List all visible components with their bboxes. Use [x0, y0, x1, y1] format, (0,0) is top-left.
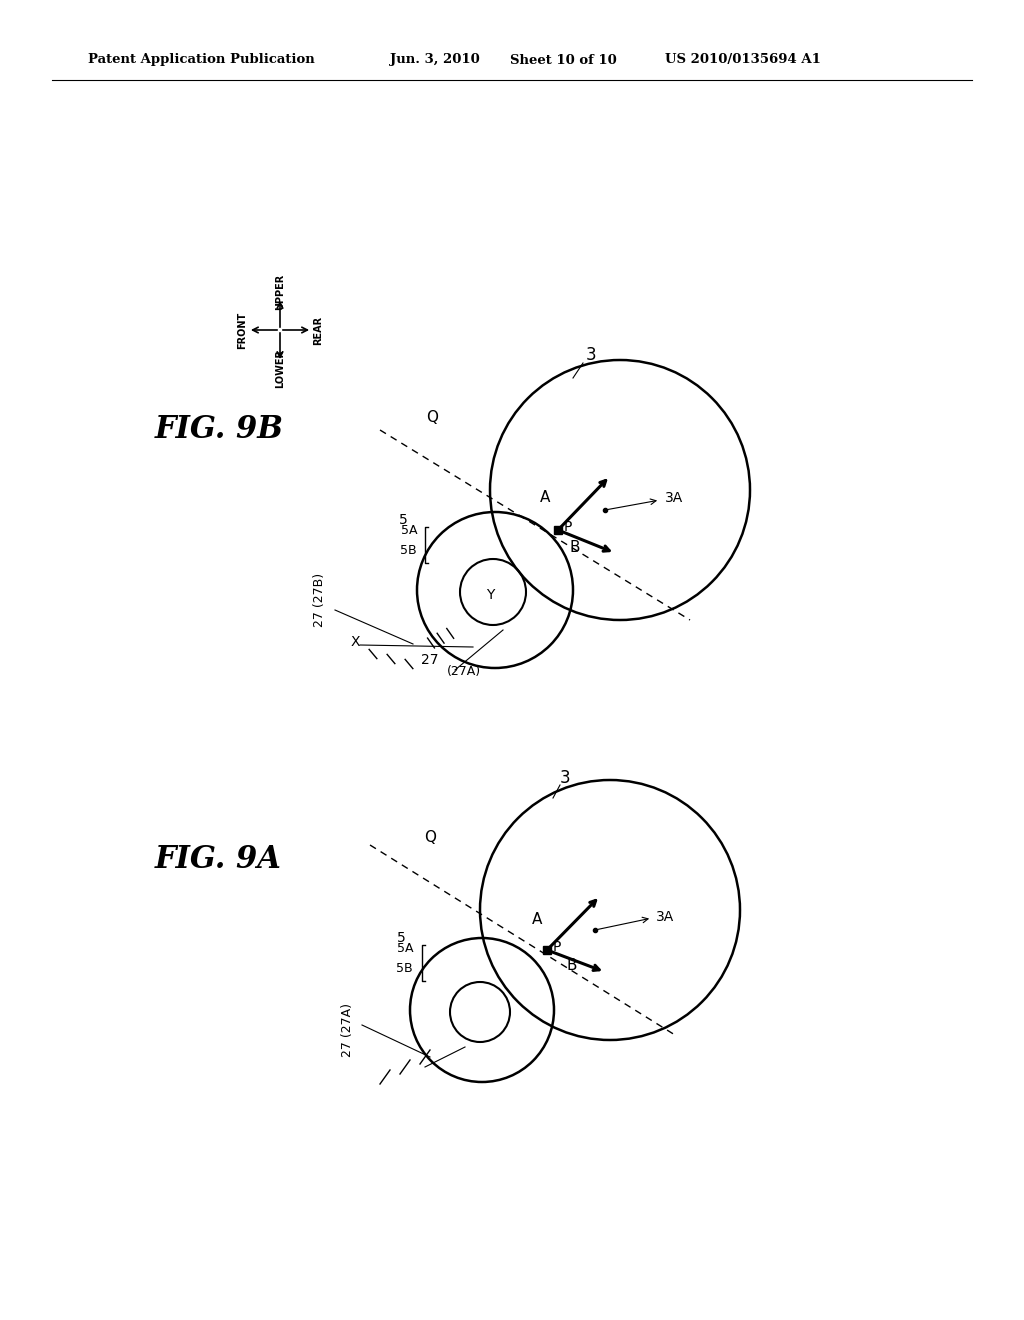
Text: A: A	[531, 912, 542, 928]
Text: (27A): (27A)	[447, 665, 481, 678]
Text: FRONT: FRONT	[237, 312, 247, 348]
Text: 5A: 5A	[400, 524, 417, 536]
Text: LOWER: LOWER	[275, 348, 285, 388]
Text: B: B	[566, 957, 578, 973]
Text: FIG. 9B: FIG. 9B	[155, 414, 284, 446]
Text: 3A: 3A	[665, 491, 683, 506]
Text: 27 (27A): 27 (27A)	[341, 1003, 354, 1057]
Text: FIG. 9A: FIG. 9A	[155, 845, 282, 875]
Text: A: A	[540, 490, 550, 504]
Text: Q: Q	[424, 830, 436, 846]
Text: 5A: 5A	[396, 941, 413, 954]
Text: REAR: REAR	[313, 315, 323, 345]
Text: 5B: 5B	[396, 961, 413, 974]
Text: Y: Y	[485, 587, 495, 602]
Text: 5: 5	[397, 931, 406, 945]
Text: 27 (27B): 27 (27B)	[313, 573, 327, 627]
Text: 27: 27	[421, 653, 438, 667]
Text: P: P	[564, 520, 572, 535]
Text: 3: 3	[560, 770, 570, 787]
Text: P: P	[553, 940, 561, 954]
Text: Patent Application Publication: Patent Application Publication	[88, 54, 314, 66]
Text: B: B	[569, 540, 581, 556]
Text: US 2010/0135694 A1: US 2010/0135694 A1	[665, 54, 821, 66]
Text: 5B: 5B	[400, 544, 417, 557]
Text: 3: 3	[586, 346, 596, 364]
Text: X: X	[350, 635, 359, 649]
Text: Sheet 10 of 10: Sheet 10 of 10	[510, 54, 616, 66]
Text: Q: Q	[426, 411, 438, 425]
Text: UPPER: UPPER	[275, 273, 285, 310]
Text: 3A: 3A	[656, 909, 674, 924]
Text: Jun. 3, 2010: Jun. 3, 2010	[390, 54, 480, 66]
Text: 5: 5	[399, 513, 408, 527]
